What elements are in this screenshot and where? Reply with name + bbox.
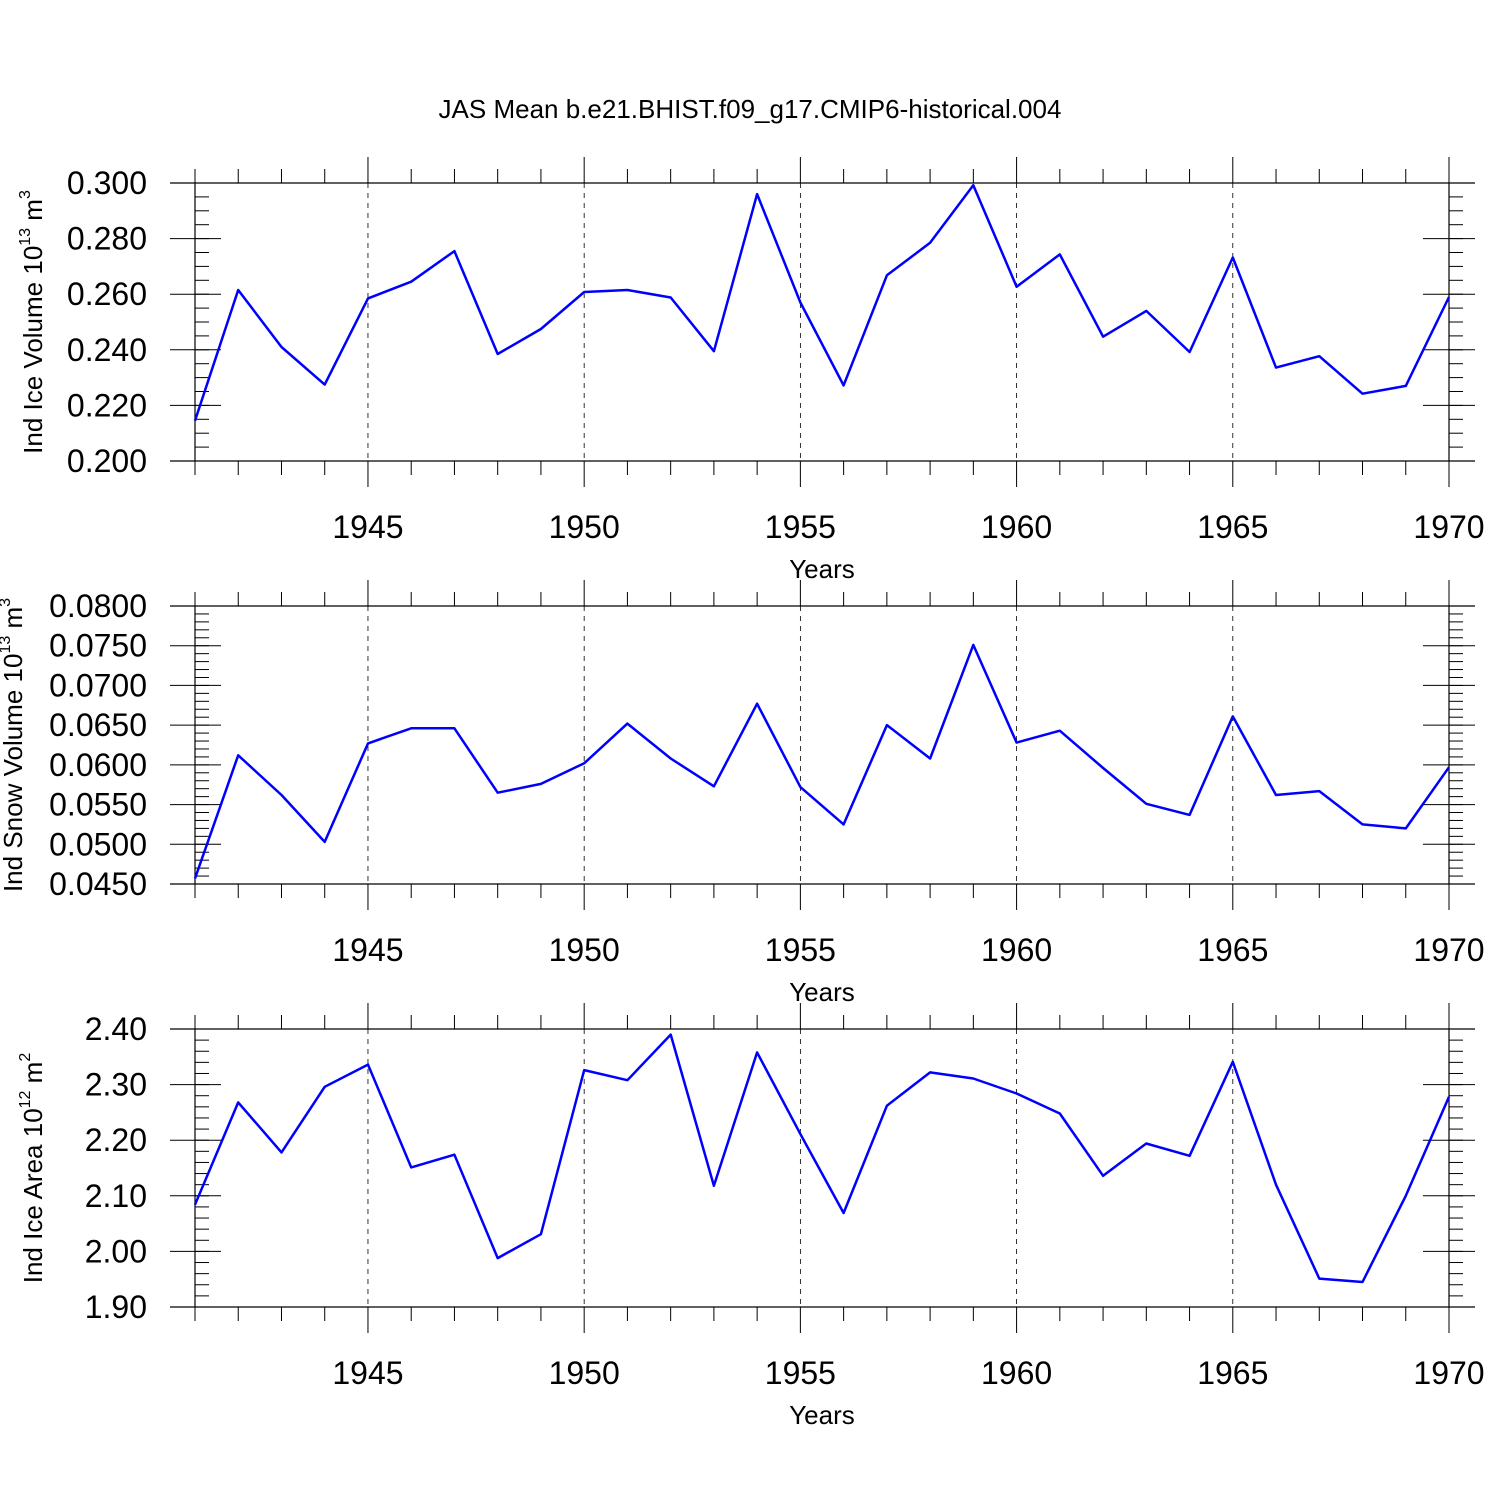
y-tick-label: 0.220 bbox=[67, 387, 147, 423]
chart-panel-1: 1945 1950 1955 1960 1965 1970 Years 0.200 0.220 0… bbox=[17, 157, 1485, 584]
x-axis-label: Years bbox=[789, 554, 855, 584]
y-tick-label: 0.200 bbox=[67, 443, 147, 479]
y-tick-label: 0.0550 bbox=[49, 787, 147, 823]
x-tick-label: 1970 bbox=[1413, 932, 1484, 968]
x-tick-label: 1965 bbox=[1197, 1355, 1268, 1391]
chart-title: JAS Mean b.e21.BHIST.f09_g17.CMIP6-histo… bbox=[439, 94, 1062, 124]
x-tick-label: 1955 bbox=[765, 932, 836, 968]
y-tick-label: 0.0650 bbox=[49, 707, 147, 743]
x-tick-label: 1945 bbox=[332, 1355, 403, 1391]
x-tick-label: 1970 bbox=[1413, 1355, 1484, 1391]
series-line bbox=[193, 643, 1451, 879]
y-tick-label: 0.240 bbox=[67, 332, 147, 368]
series-line bbox=[193, 183, 1451, 422]
x-tick-label: 1950 bbox=[549, 509, 620, 545]
x-tick-label: 1950 bbox=[549, 932, 620, 968]
y-axis-label: Ind Snow Volume 1013 m3 bbox=[0, 598, 28, 892]
series-line bbox=[193, 1033, 1451, 1284]
x-tick-label: 1960 bbox=[981, 509, 1052, 545]
x-tick-label: 1945 bbox=[332, 932, 403, 968]
chart-panel-2: 1945 1950 1955 1960 1965 1970 Years 0.0450 0.050… bbox=[0, 580, 1485, 1007]
y-tick-label: 0.280 bbox=[67, 221, 147, 257]
y-axis-label: Ind Ice Volume 1013 m3 bbox=[17, 190, 48, 454]
y-tick-label: 0.0750 bbox=[49, 628, 147, 664]
y-tick-label: 0.0450 bbox=[49, 866, 147, 902]
x-tick-label: 1965 bbox=[1197, 932, 1268, 968]
y-tick-label: 0.260 bbox=[67, 276, 147, 312]
x-tick-label: 1955 bbox=[765, 509, 836, 545]
y-tick-label: 2.00 bbox=[85, 1233, 147, 1269]
x-axis-label: Years bbox=[789, 977, 855, 1007]
x-tick-label: 1960 bbox=[981, 1355, 1052, 1391]
y-tick-label: 0.0800 bbox=[49, 588, 147, 624]
y-tick-label: 0.0500 bbox=[49, 826, 147, 862]
y-tick-label: 2.30 bbox=[85, 1067, 147, 1103]
x-tick-label: 1965 bbox=[1197, 509, 1268, 545]
y-tick-label: 2.40 bbox=[85, 1011, 147, 1047]
y-axis-label: Ind Ice Area 1012 m2 bbox=[17, 1053, 48, 1284]
x-tick-label: 1970 bbox=[1413, 509, 1484, 545]
x-axis-label: Years bbox=[789, 1400, 855, 1430]
y-tick-label: 2.10 bbox=[85, 1178, 147, 1214]
chart-panel-3: 1945 1950 1955 1960 1965 1970 Years 1.90 2.00 2.1… bbox=[17, 1003, 1485, 1430]
y-tick-label: 1.90 bbox=[85, 1289, 147, 1325]
y-tick-label: 0.0700 bbox=[49, 667, 147, 703]
x-tick-label: 1955 bbox=[765, 1355, 836, 1391]
y-tick-label: 0.300 bbox=[67, 165, 147, 201]
x-tick-label: 1945 bbox=[332, 509, 403, 545]
y-tick-label: 0.0600 bbox=[49, 747, 147, 783]
y-tick-label: 2.20 bbox=[85, 1122, 147, 1158]
x-tick-label: 1950 bbox=[549, 1355, 620, 1391]
x-tick-label: 1960 bbox=[981, 932, 1052, 968]
